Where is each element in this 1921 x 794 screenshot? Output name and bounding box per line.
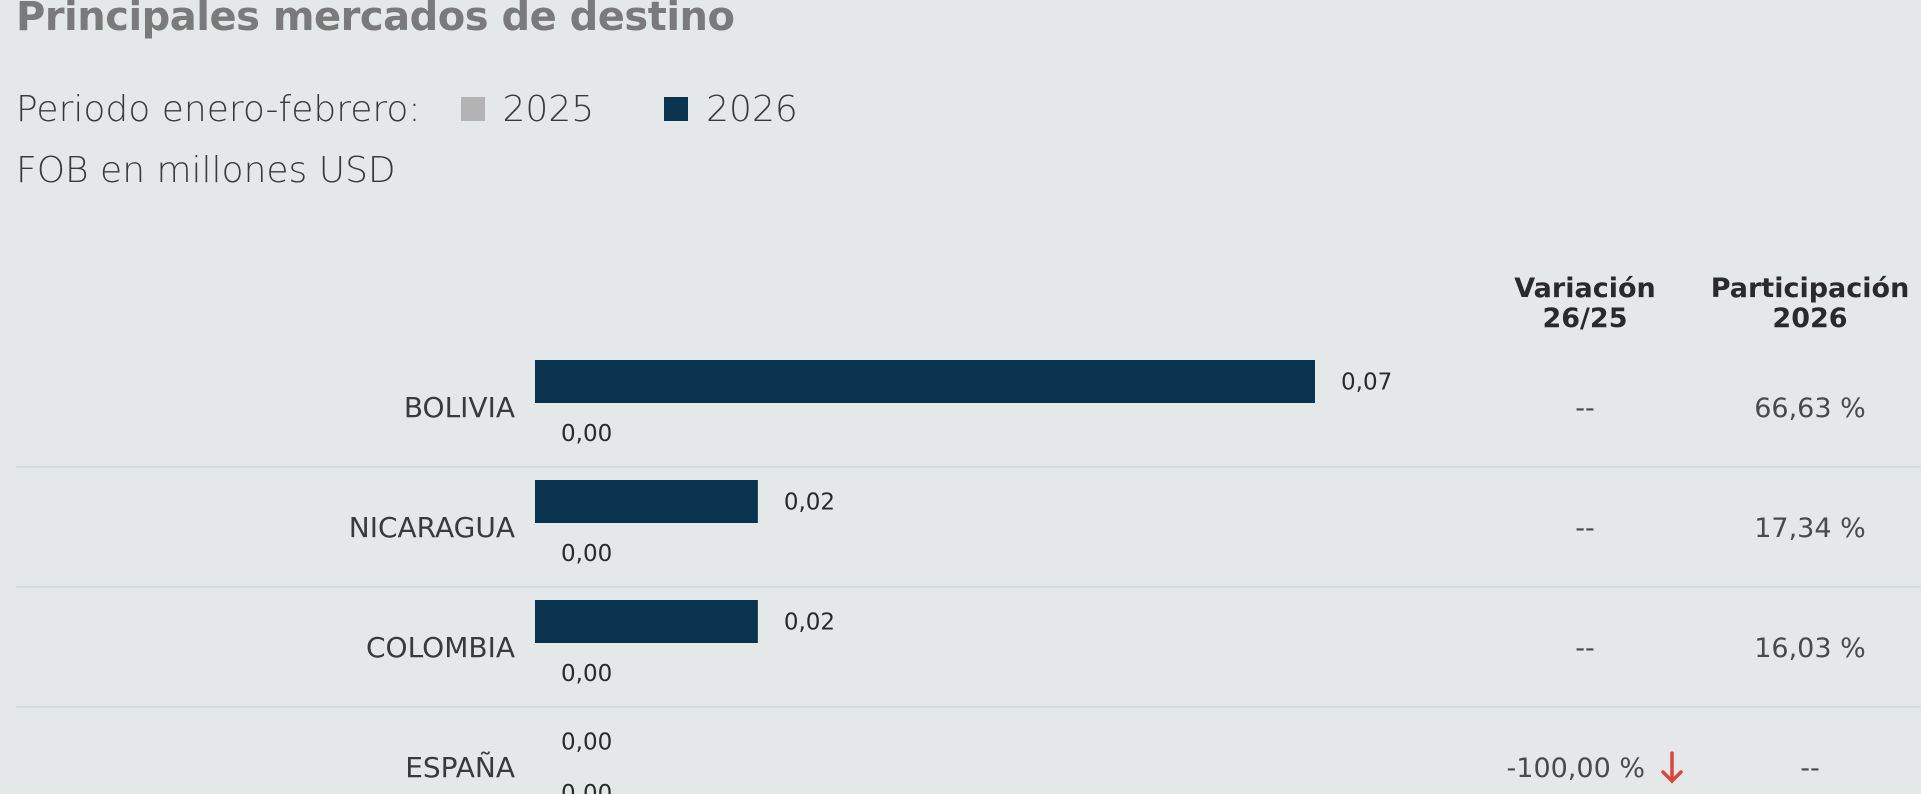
legend-period-label: Periodo enero-febrero: xyxy=(16,88,421,130)
participacion-value: 17,34 % xyxy=(1754,513,1866,544)
variacion-value: -- xyxy=(1575,393,1595,424)
bar-2026 xyxy=(535,360,1315,403)
down-arrow-icon xyxy=(1661,751,1683,784)
unit-label: FOB en millones USD xyxy=(16,150,396,191)
legend-label-2025: 2025 xyxy=(502,88,595,130)
variacion-value: -100,00 % xyxy=(1507,753,1645,784)
legend-label-2026: 2026 xyxy=(706,88,798,130)
participacion-value: -- xyxy=(1800,753,1820,784)
bar-2026 xyxy=(535,600,758,643)
value-label-2026: 0,02 xyxy=(784,610,835,636)
column-header-variacion: Variación 26/25 xyxy=(1505,274,1665,334)
column-header-participacion-line2: 2026 xyxy=(1772,303,1848,334)
value-label-2025: 0,00 xyxy=(561,661,612,687)
country-label: NICARAGUA xyxy=(349,511,515,544)
value-label-2025: 0,00 xyxy=(561,781,612,794)
value-label-2026: 0,00 xyxy=(561,730,612,756)
value-label-2025: 0,00 xyxy=(561,421,612,447)
variacion-value: -- xyxy=(1575,633,1595,664)
column-header-participacion: Participación 2026 xyxy=(1710,274,1910,334)
bar-2026 xyxy=(535,480,758,523)
value-label-2026: 0,02 xyxy=(784,490,835,516)
bar-chart: BOLIVIA 0,07 0,00 -- 66,63 % NICARAGUA 0,02 0,0… xyxy=(16,360,1921,794)
legend-item-2026: 2026 xyxy=(664,89,868,130)
variacion-value: -- xyxy=(1575,513,1595,544)
value-label-2025: 0,00 xyxy=(561,541,612,567)
column-header-participacion-line1: Participación xyxy=(1710,273,1910,304)
country-label: COLOMBIA xyxy=(366,631,515,664)
legend-swatch-2026 xyxy=(664,97,689,121)
column-header-variacion-line1: Variación xyxy=(1514,273,1656,304)
legend-swatch-2025 xyxy=(460,97,485,121)
participacion-value: 16,03 % xyxy=(1754,633,1866,664)
legend-item-2025: 2025 xyxy=(460,88,665,130)
column-header-variacion-line2: 26/25 xyxy=(1542,303,1628,334)
chart-title: Principales mercados de destino xyxy=(16,0,735,40)
legend: Periodo enero-febrero: 2025 2026 xyxy=(16,86,868,132)
country-label: ESPAÑA xyxy=(405,751,515,784)
participacion-value: 66,63 % xyxy=(1754,393,1866,424)
country-label: BOLIVIA xyxy=(404,391,515,424)
value-label-2026: 0,07 xyxy=(1341,370,1392,396)
